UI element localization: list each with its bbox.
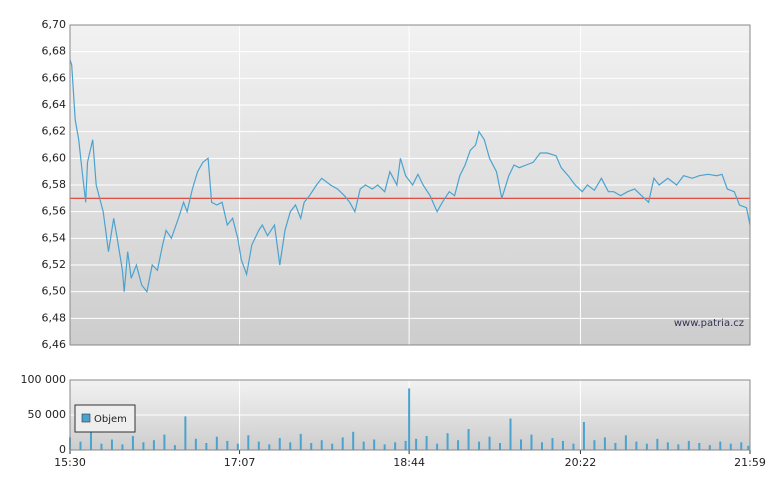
volume-bar: [687, 440, 690, 450]
volume-bar: [540, 442, 543, 450]
volume-bar: [509, 418, 512, 450]
volume-bar: [362, 441, 365, 450]
volume-bar: [708, 445, 711, 450]
volume-bar: [624, 435, 627, 450]
volume-bar: [184, 416, 187, 450]
volume-bar: [268, 444, 271, 450]
volume-bar: [110, 439, 113, 450]
y-tick-label: 6,66: [42, 71, 67, 84]
volume-bar: [152, 440, 155, 450]
volume-bar: [394, 442, 397, 450]
y-tick-label: 6,56: [42, 205, 67, 218]
volume-bar: [520, 439, 523, 450]
volume-bar: [603, 437, 606, 450]
volume-bar: [530, 434, 533, 450]
y-tick-label: 6,54: [42, 231, 67, 244]
y-tick-label: 6,64: [42, 98, 67, 111]
y-tick-label: 6,46: [42, 338, 67, 351]
price-line: [69, 59, 751, 294]
volume-bar: [404, 440, 407, 450]
volume-bar: [666, 442, 669, 450]
volume-bar: [131, 436, 134, 450]
x-tick-label: 18:44: [393, 456, 425, 469]
volume-bar: [656, 438, 659, 450]
volume-bar: [740, 442, 743, 450]
volume-bar: [446, 433, 449, 450]
volume-bar: [582, 422, 585, 450]
volume-bar: [341, 437, 344, 450]
y-tick-label: 50 000: [28, 408, 67, 421]
volume-bar: [226, 440, 229, 450]
volume-bar: [352, 431, 355, 450]
volume-bar: [467, 429, 470, 450]
volume-bar: [645, 443, 648, 450]
y-tick-label: 6,58: [42, 178, 67, 191]
plot-border: [69, 24, 751, 346]
volume-bar: [257, 441, 260, 450]
volume-bar: [310, 443, 313, 450]
volume-bar: [142, 442, 145, 450]
volume-bar: [100, 443, 103, 450]
y-tick-label: 6,68: [42, 45, 67, 58]
volume-bar: [478, 441, 481, 450]
volume-bar: [236, 443, 239, 450]
x-tick-label: 21:59: [734, 456, 766, 469]
volume-bar: [488, 436, 491, 450]
y-tick-label: 6,48: [42, 311, 67, 324]
y-tick-label: 6,62: [42, 125, 67, 138]
volume-bar: [408, 388, 411, 450]
volume-bar: [320, 440, 323, 450]
volume-bar: [215, 436, 218, 450]
x-tick-label: 20:22: [565, 456, 597, 469]
x-tick-label: 17:07: [224, 456, 256, 469]
volume-bar: [299, 433, 302, 450]
volume-bar: [415, 438, 418, 450]
volume-bar: [121, 444, 124, 450]
volume-bar: [635, 441, 638, 450]
volume-bar: [331, 443, 334, 450]
annotation: www.patria.cz: [674, 318, 744, 329]
volume-bar: [194, 438, 197, 450]
volume-bar: [289, 442, 292, 450]
y-tick-label: 6,50: [42, 285, 67, 298]
volume-bar: [79, 441, 82, 450]
volume-bar: [436, 443, 439, 450]
y-tick-label: 6,60: [42, 151, 67, 164]
y-tick-label: 6,52: [42, 258, 67, 271]
volume-bar: [698, 443, 701, 450]
volume-bar: [89, 432, 92, 450]
volume-bar: [425, 436, 428, 450]
y-tick-label: 6,70: [42, 18, 67, 31]
x-tick-label: 15:30: [54, 456, 86, 469]
volume-bar: [551, 438, 554, 450]
legend: Objem: [74, 404, 136, 433]
volume-bar: [163, 434, 166, 450]
volume-bar: [383, 444, 386, 450]
volume-bar: [561, 440, 564, 450]
volume-bar: [499, 443, 502, 450]
volume-bar: [247, 435, 250, 450]
y-tick-label: 100 000: [21, 373, 67, 386]
volume-bar: [729, 443, 732, 450]
volume-bar: [572, 443, 575, 450]
volume-bar: [614, 443, 617, 450]
volume-bar: [373, 439, 376, 450]
volume-bar: [747, 445, 750, 450]
legend-label: Objem: [94, 414, 127, 425]
volume-bar: [677, 444, 680, 450]
volume-bar: [173, 445, 176, 450]
volume-bar: [205, 443, 208, 450]
legend-box: [74, 404, 136, 433]
plot-border: [69, 379, 751, 451]
legend-swatch: [81, 413, 91, 423]
y-tick-label: 0: [59, 443, 66, 456]
volume-bar: [593, 440, 596, 450]
volume-bar: [457, 440, 460, 450]
volume-bar: [719, 441, 722, 450]
volume-bar: [278, 438, 281, 450]
